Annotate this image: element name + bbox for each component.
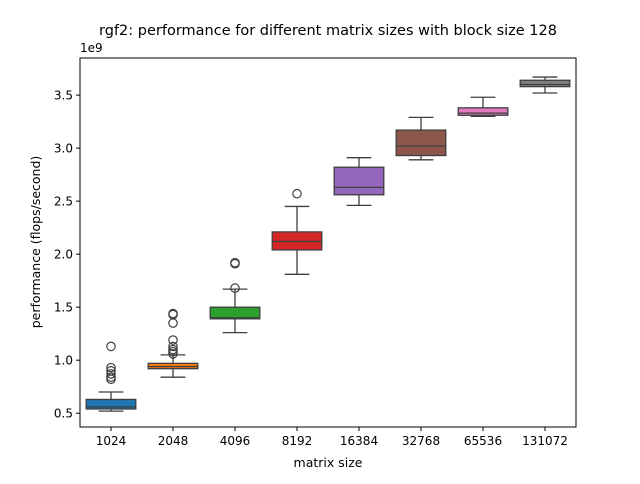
axes-frame <box>79 57 577 428</box>
y-tick-label: 2.5 <box>54 195 73 209</box>
x-tick-label: 32768 <box>402 434 440 448</box>
outlier-point-2048 <box>168 344 178 355</box>
x-tick-label: 1024 <box>96 434 127 448</box>
y-tick-label: 2.0 <box>54 248 73 262</box>
chart-title: rgf2: performance for different matrix s… <box>99 23 557 39</box>
box-group-2048 <box>147 308 199 378</box>
outlier-point-2048 <box>168 308 178 319</box>
axes: 0.5 1.0 1.5 2.0 2.5 3.0 3.5 1024 2048 4096 8192 163… <box>54 57 577 448</box>
y-tick-label: 1.0 <box>54 354 73 368</box>
box-group-32768 <box>395 116 447 161</box>
x-tick-label: 65536 <box>464 434 502 448</box>
box-group-1024 <box>85 341 137 412</box>
outlier-point-1024 <box>106 366 116 376</box>
y-axis-offset-label: 1e9 <box>80 41 103 55</box>
x-tick-label: 4096 <box>220 434 251 448</box>
box-65536 <box>457 107 509 116</box>
plot-area <box>85 76 571 412</box>
outlier-point-4096 <box>230 283 240 293</box>
y-tick-label: 1.5 <box>54 301 73 315</box>
outlier-point-1024 <box>106 369 116 379</box>
box-group-65536 <box>457 96 509 117</box>
box-group-8192 <box>271 188 323 275</box>
x-tick-label: 16384 <box>340 434 378 448</box>
y-tick-label: 3.5 <box>54 89 73 103</box>
box-group-16384 <box>333 157 385 207</box>
outlier-point-4096 <box>230 257 240 268</box>
outlier-point-1024 <box>106 341 116 352</box>
x-tick-label: 2048 <box>158 434 189 448</box>
outlier-point-2048 <box>168 341 178 352</box>
outlier-point-1024 <box>106 362 116 373</box>
y-tick-label: 3.0 <box>54 142 73 156</box>
outlier-point-1024 <box>106 372 116 382</box>
box-1024 <box>85 398 137 410</box>
box-group-4096 <box>209 257 261 334</box>
x-tick-label: 8192 <box>282 434 313 448</box>
box-4096 <box>209 306 261 320</box>
outlier-point-2048 <box>168 335 178 345</box>
y-axis-label: performance (flops/second) <box>28 156 43 329</box>
box-group-131072 <box>519 76 571 94</box>
box-32768 <box>395 129 447 157</box>
box-16384 <box>333 166 385 196</box>
x-axis-label: matrix size <box>294 455 363 470</box>
outlier-point-8192 <box>292 188 302 199</box>
y-tick-label: 0.5 <box>54 407 73 421</box>
box-131072 <box>519 79 571 88</box>
x-tick-label: 131072 <box>522 434 568 448</box>
